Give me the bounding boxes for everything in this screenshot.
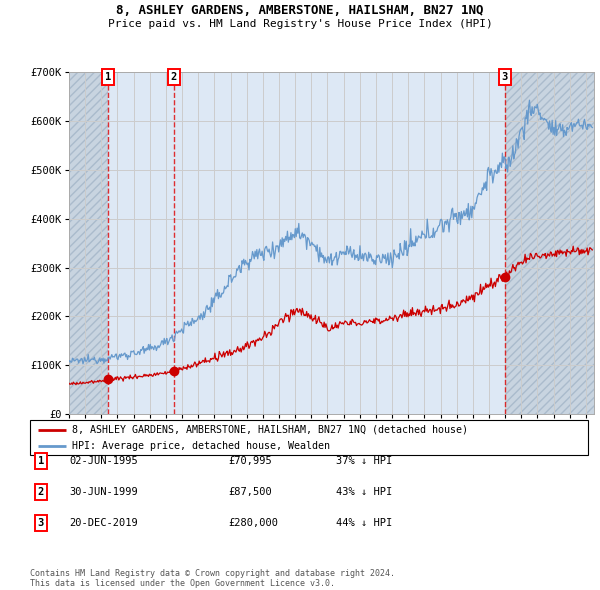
Text: £280,000: £280,000 (228, 518, 278, 527)
Text: HPI: Average price, detached house, Wealden: HPI: Average price, detached house, Weal… (72, 441, 330, 451)
Text: 3: 3 (502, 72, 508, 82)
Text: 8, ASHLEY GARDENS, AMBERSTONE, HAILSHAM, BN27 1NQ: 8, ASHLEY GARDENS, AMBERSTONE, HAILSHAM,… (116, 4, 484, 17)
Text: 2: 2 (38, 487, 44, 497)
Text: 20-DEC-2019: 20-DEC-2019 (69, 518, 138, 527)
Text: 37% ↓ HPI: 37% ↓ HPI (336, 457, 392, 466)
Bar (69, 72, 108, 414)
Bar (505, 72, 594, 414)
Text: £70,995: £70,995 (228, 457, 272, 466)
Text: 43% ↓ HPI: 43% ↓ HPI (336, 487, 392, 497)
Text: Price paid vs. HM Land Registry's House Price Index (HPI): Price paid vs. HM Land Registry's House … (107, 19, 493, 29)
Text: 3: 3 (38, 518, 44, 527)
Text: 30-JUN-1999: 30-JUN-1999 (69, 487, 138, 497)
Text: Contains HM Land Registry data © Crown copyright and database right 2024.
This d: Contains HM Land Registry data © Crown c… (30, 569, 395, 588)
Text: 8, ASHLEY GARDENS, AMBERSTONE, HAILSHAM, BN27 1NQ (detached house): 8, ASHLEY GARDENS, AMBERSTONE, HAILSHAM,… (72, 425, 468, 435)
Text: 1: 1 (38, 457, 44, 466)
FancyBboxPatch shape (30, 420, 588, 455)
Bar (505, 72, 594, 414)
Text: £87,500: £87,500 (228, 487, 272, 497)
Text: 2: 2 (171, 72, 177, 82)
Text: 1: 1 (105, 72, 111, 82)
Bar (69, 72, 108, 414)
Text: 44% ↓ HPI: 44% ↓ HPI (336, 518, 392, 527)
Text: 02-JUN-1995: 02-JUN-1995 (69, 457, 138, 466)
